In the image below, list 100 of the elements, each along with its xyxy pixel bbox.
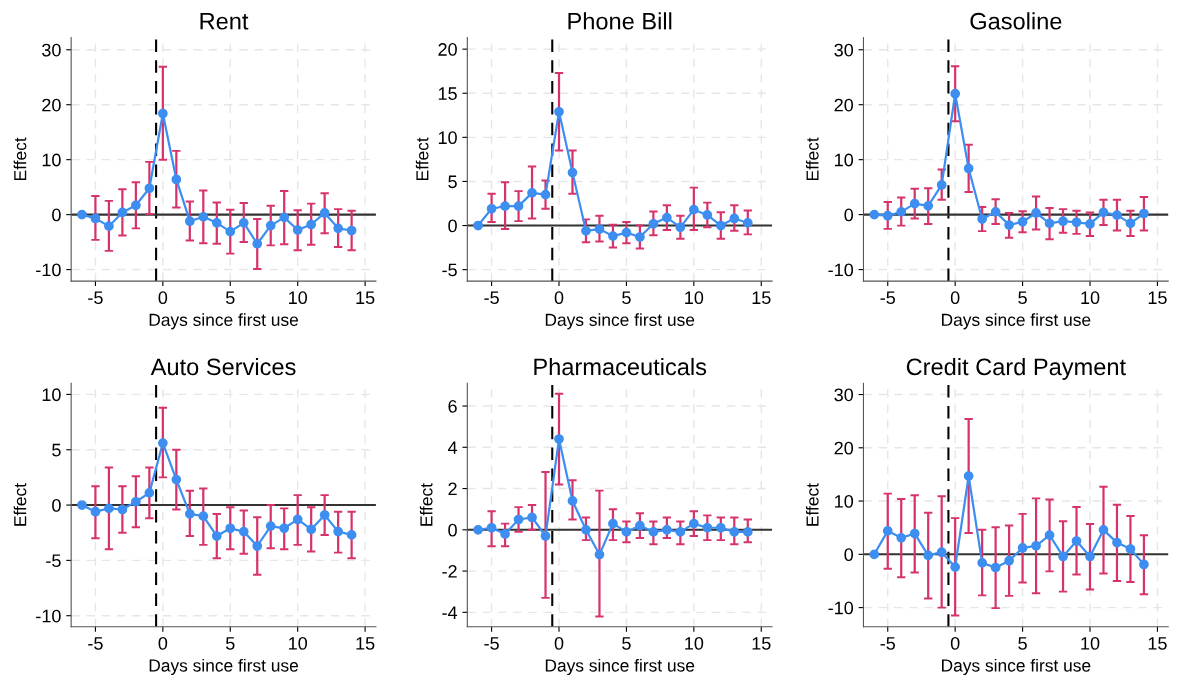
y-tick-label: 4 (447, 441, 458, 454)
point (252, 238, 263, 249)
point (1085, 219, 1095, 229)
point (527, 512, 537, 523)
point (567, 167, 578, 178)
y-tick-label: 6 (448, 399, 457, 413)
chart-title: Pharmaceuticals (534, 357, 707, 376)
point (265, 521, 276, 531)
point (157, 108, 168, 119)
point (1044, 218, 1055, 229)
point (77, 500, 87, 510)
point (513, 514, 524, 525)
point (936, 547, 947, 558)
point (977, 557, 987, 568)
y-tick-label: -10 (828, 263, 854, 277)
chart-title: Credit Card Payment (906, 357, 1126, 380)
point (648, 527, 659, 537)
point (702, 210, 713, 220)
x-tick-label: 15 (356, 291, 375, 305)
y-tick-label: 0 (844, 548, 854, 562)
point (346, 225, 357, 236)
point (1031, 540, 1041, 551)
chart-title: Phone Bill (568, 12, 672, 30)
x-tick-label: 15 (752, 291, 771, 305)
point (662, 212, 672, 223)
point (184, 216, 195, 227)
point (1071, 217, 1082, 228)
point (171, 174, 182, 185)
point (1112, 537, 1122, 548)
point (702, 522, 713, 533)
point (1085, 551, 1095, 562)
y-tick-label: 5 (448, 175, 457, 189)
point (977, 214, 987, 224)
point (742, 218, 753, 228)
point (225, 523, 236, 534)
point (1139, 208, 1149, 219)
point (540, 189, 551, 200)
y-tick-label: 10 (42, 388, 61, 402)
y-tick-label: -2 (442, 565, 457, 578)
x-tick-label: 5 (622, 291, 631, 305)
y-tick-label: 0 (52, 498, 61, 512)
chart-title: Gasoline (970, 12, 1062, 30)
point (896, 532, 907, 543)
point (104, 503, 114, 514)
point (1098, 207, 1109, 218)
point (279, 523, 290, 534)
point (117, 207, 128, 218)
x-tick-label: 5 (1018, 291, 1027, 305)
x-tick-label: 15 (356, 637, 375, 650)
point (90, 213, 101, 224)
point (292, 225, 303, 235)
x-tick-label: 10 (1081, 636, 1100, 650)
y-tick-label: 0 (52, 208, 61, 222)
x-tick-label: 10 (685, 636, 704, 650)
x-axis-title: Days since first use (942, 658, 1091, 676)
point (923, 550, 934, 561)
y-tick-label: -10 (828, 601, 854, 615)
point (144, 488, 155, 498)
y-tick-label: 20 (438, 43, 457, 56)
point (473, 220, 483, 231)
point (333, 526, 344, 537)
point (1071, 536, 1082, 546)
point (648, 218, 659, 229)
point (594, 224, 605, 234)
y-tick-label: 10 (438, 131, 457, 145)
x-tick-label: 10 (1081, 291, 1100, 305)
point (909, 528, 920, 539)
point (131, 200, 141, 211)
point (567, 496, 578, 506)
point (486, 203, 497, 214)
point (279, 212, 290, 223)
point (936, 180, 947, 190)
point (513, 201, 524, 211)
chart-title: Rent (200, 13, 249, 30)
y-tick-label: 0 (448, 219, 457, 233)
point (500, 201, 510, 211)
point (923, 200, 934, 211)
point (882, 210, 893, 221)
point (527, 188, 537, 198)
point (211, 217, 222, 228)
point (1112, 210, 1122, 221)
x-tick-label: 15 (1148, 291, 1167, 305)
y-tick-label: 30 (834, 388, 854, 402)
point (292, 514, 303, 525)
x-tick-label: 0 (554, 636, 564, 650)
point (184, 509, 195, 519)
point (1139, 559, 1149, 570)
y-tick-label: -5 (46, 554, 61, 568)
y-axis-title: Effect (805, 483, 819, 526)
point (1017, 543, 1028, 553)
y-tick-label: 30 (834, 43, 854, 57)
point (742, 527, 753, 537)
point (963, 471, 974, 481)
point (675, 222, 686, 233)
point (1058, 216, 1068, 227)
y-tick-label: 10 (835, 153, 854, 167)
point (554, 434, 564, 444)
point (581, 524, 591, 535)
point (1044, 530, 1055, 541)
point (225, 226, 236, 237)
